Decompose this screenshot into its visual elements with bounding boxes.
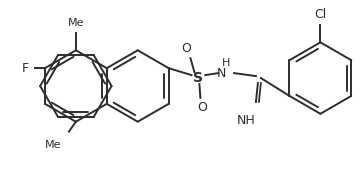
Text: S: S — [193, 71, 203, 85]
Text: F: F — [22, 62, 29, 75]
Text: NH: NH — [237, 114, 256, 127]
Text: Me: Me — [68, 18, 84, 29]
Text: N: N — [217, 67, 226, 80]
Text: Me: Me — [44, 139, 61, 150]
Text: O: O — [182, 42, 191, 55]
Text: O: O — [197, 101, 207, 114]
Text: Cl: Cl — [314, 8, 327, 20]
Text: H: H — [222, 58, 230, 68]
